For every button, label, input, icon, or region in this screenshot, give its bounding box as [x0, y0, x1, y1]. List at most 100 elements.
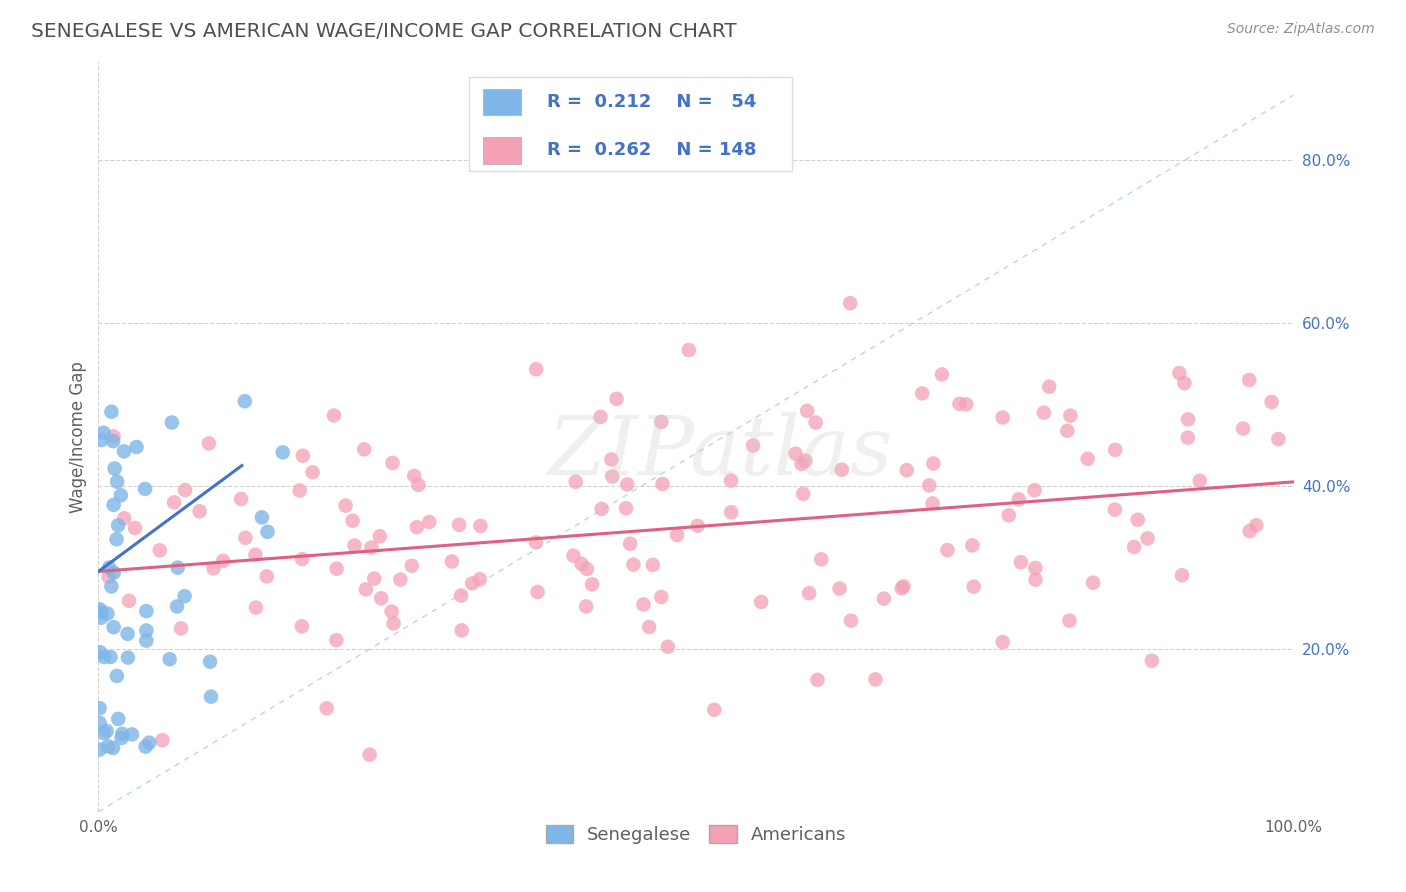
Point — [810, 552, 832, 566]
Point — [198, 436, 221, 450]
Point — [89, 645, 111, 659]
Point — [600, 452, 623, 467]
Point — [931, 368, 953, 382]
Point — [408, 478, 430, 492]
Point — [101, 434, 124, 449]
Text: SENEGALESE VS AMERICAN WAGE/INCOME GAP CORRELATION CHART: SENEGALESE VS AMERICAN WAGE/INCOME GAP C… — [31, 22, 737, 41]
Point — [524, 362, 547, 376]
Point — [112, 444, 135, 458]
Point — [135, 739, 157, 754]
Point — [125, 440, 148, 454]
Point — [117, 627, 139, 641]
Point — [1104, 442, 1126, 457]
Point — [250, 510, 273, 524]
Point — [948, 397, 970, 411]
Point — [1126, 513, 1149, 527]
Point — [245, 548, 267, 562]
Point — [804, 416, 827, 430]
Point — [828, 582, 851, 596]
Point — [638, 620, 661, 634]
Point — [839, 296, 862, 310]
Point — [245, 600, 267, 615]
Point — [368, 529, 391, 543]
Point — [468, 572, 491, 586]
Point — [389, 573, 412, 587]
Point — [138, 736, 160, 750]
Point — [100, 649, 122, 664]
Point — [90, 605, 112, 619]
Point — [150, 733, 173, 747]
Point — [353, 442, 375, 457]
Point — [89, 602, 111, 616]
Point — [315, 701, 337, 715]
Point — [198, 655, 221, 669]
Point — [1171, 568, 1194, 582]
Point — [188, 504, 211, 518]
Point — [936, 543, 959, 558]
Point — [354, 582, 377, 597]
Point — [135, 604, 157, 618]
Point — [633, 598, 655, 612]
Point — [370, 591, 392, 606]
Point — [100, 579, 122, 593]
Point — [619, 537, 641, 551]
Point — [1032, 406, 1054, 420]
Point — [997, 508, 1019, 523]
Point — [1056, 424, 1078, 438]
Point — [97, 570, 120, 584]
Point — [616, 477, 638, 491]
Point — [135, 633, 157, 648]
Point — [922, 457, 945, 471]
Point — [1010, 555, 1032, 569]
Point — [110, 488, 132, 502]
Point — [1059, 614, 1081, 628]
Point — [591, 501, 613, 516]
Point — [89, 742, 111, 756]
Point — [360, 541, 382, 555]
Point — [562, 549, 585, 563]
Point — [893, 579, 915, 593]
Point — [291, 619, 314, 633]
Point — [651, 477, 673, 491]
Point — [159, 652, 181, 666]
Point — [720, 505, 742, 519]
Legend: Senegalese, Americans: Senegalese, Americans — [538, 818, 853, 851]
Point — [792, 487, 814, 501]
Point — [1081, 575, 1104, 590]
Text: Source: ZipAtlas.com: Source: ZipAtlas.com — [1227, 22, 1375, 37]
Point — [991, 635, 1014, 649]
Point — [650, 590, 672, 604]
Point — [104, 461, 127, 475]
Point — [342, 514, 364, 528]
Point — [105, 475, 128, 489]
FancyBboxPatch shape — [484, 88, 520, 115]
Point — [873, 591, 896, 606]
Point — [1136, 532, 1159, 546]
Point — [606, 392, 628, 406]
Point — [271, 445, 294, 459]
Point — [404, 468, 426, 483]
Point — [231, 491, 253, 506]
Point — [1177, 431, 1199, 445]
Point — [111, 727, 134, 741]
Point — [896, 463, 918, 477]
Point — [666, 528, 689, 542]
Point — [1177, 412, 1199, 426]
Point — [1239, 524, 1261, 538]
Point — [291, 552, 314, 566]
Point — [797, 586, 820, 600]
Point — [170, 621, 193, 635]
Point — [121, 727, 143, 741]
Point — [200, 690, 222, 704]
Point — [325, 633, 347, 648]
Point — [839, 614, 862, 628]
Point — [1024, 483, 1046, 498]
Point — [149, 543, 172, 558]
Point — [450, 624, 472, 638]
Point — [790, 457, 813, 471]
Point — [641, 558, 664, 572]
Point — [134, 482, 156, 496]
Point — [831, 463, 853, 477]
Point — [406, 520, 429, 534]
Point — [962, 538, 984, 552]
